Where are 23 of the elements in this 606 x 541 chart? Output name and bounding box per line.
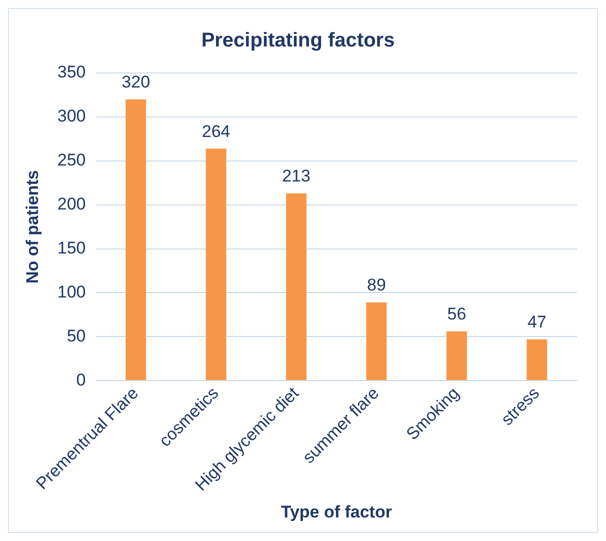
y-tick-label: 250 [57,150,86,170]
bar [286,193,307,380]
y-tick-label: 50 [66,326,86,346]
y-tick-label: 300 [57,106,86,126]
bar [126,99,146,380]
x-axis-title: Type of factor [280,502,392,522]
data-label: 213 [282,166,310,186]
data-label: 320 [122,72,150,92]
y-tick-label: 0 [76,370,86,390]
y-axis-title: No of patients [22,170,42,284]
data-label: 56 [447,304,466,324]
bar [366,302,387,380]
y-tick-label: 200 [57,194,86,214]
data-label: 264 [202,122,230,141]
y-tick-label: 100 [57,282,86,302]
chart-title: Precipitating factors [201,30,395,52]
y-tick-label: 150 [57,238,86,258]
data-label: 47 [527,312,546,332]
bar [446,331,467,380]
data-label: 89 [367,276,386,295]
bar [526,339,548,380]
bar [206,148,226,380]
y-tick-label: 350 [57,62,86,82]
